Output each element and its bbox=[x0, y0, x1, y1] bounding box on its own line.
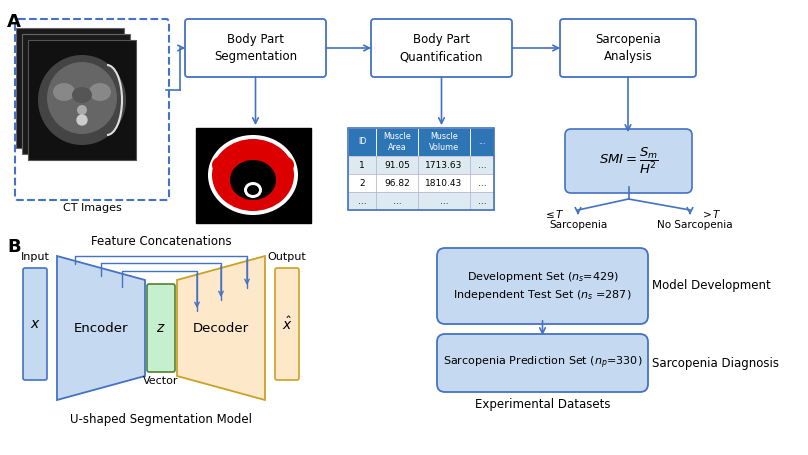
Text: Vector: Vector bbox=[143, 376, 179, 386]
Ellipse shape bbox=[53, 83, 75, 101]
FancyBboxPatch shape bbox=[147, 284, 175, 372]
FancyBboxPatch shape bbox=[185, 19, 326, 77]
Bar bbox=[376, 174, 418, 192]
Bar bbox=[196, 128, 311, 223]
Bar bbox=[418, 156, 470, 174]
Text: Muscle
Volume: Muscle Volume bbox=[429, 132, 459, 152]
Text: A: A bbox=[7, 13, 21, 31]
Text: $z$: $z$ bbox=[156, 321, 166, 335]
Ellipse shape bbox=[72, 87, 92, 103]
Text: $SMI = \dfrac{S_m}{H^2}$: $SMI = \dfrac{S_m}{H^2}$ bbox=[599, 146, 659, 176]
Text: U-shaped Segmentation Model: U-shaped Segmentation Model bbox=[70, 413, 252, 426]
FancyBboxPatch shape bbox=[437, 248, 648, 324]
FancyBboxPatch shape bbox=[560, 19, 696, 77]
Ellipse shape bbox=[230, 160, 276, 200]
Text: Body Part
Segmentation: Body Part Segmentation bbox=[214, 33, 297, 63]
Text: 1810.43: 1810.43 bbox=[425, 178, 463, 187]
FancyBboxPatch shape bbox=[23, 268, 47, 380]
Text: ID: ID bbox=[358, 137, 366, 147]
Text: Development Set ($n_s$=429): Development Set ($n_s$=429) bbox=[467, 270, 618, 284]
Text: 2: 2 bbox=[360, 178, 365, 187]
Bar bbox=[348, 128, 494, 210]
Bar bbox=[470, 156, 494, 174]
Bar bbox=[470, 192, 494, 210]
Text: Decoder: Decoder bbox=[193, 322, 249, 334]
FancyBboxPatch shape bbox=[437, 334, 648, 392]
Ellipse shape bbox=[47, 62, 117, 134]
Ellipse shape bbox=[272, 156, 294, 174]
Text: 91.05: 91.05 bbox=[384, 161, 410, 170]
Text: $x$: $x$ bbox=[30, 317, 40, 331]
Bar bbox=[376, 156, 418, 174]
Text: ...: ... bbox=[358, 197, 366, 206]
Text: Muscle
Area: Muscle Area bbox=[383, 132, 411, 152]
Bar bbox=[22, 34, 130, 154]
Polygon shape bbox=[177, 256, 265, 400]
Text: B: B bbox=[7, 238, 21, 256]
Ellipse shape bbox=[79, 115, 85, 121]
Bar bbox=[348, 156, 376, 174]
Text: Model Development: Model Development bbox=[652, 279, 771, 293]
Text: ...: ... bbox=[440, 197, 448, 206]
Text: Independent Test Set ($n_s$ =287): Independent Test Set ($n_s$ =287) bbox=[453, 288, 632, 302]
Bar bbox=[376, 192, 418, 210]
Ellipse shape bbox=[89, 83, 111, 101]
Bar bbox=[376, 128, 418, 156]
Text: Encoder: Encoder bbox=[74, 322, 128, 334]
Text: ...: ... bbox=[393, 197, 402, 206]
Text: $\hat{x}$: $\hat{x}$ bbox=[282, 315, 292, 333]
Ellipse shape bbox=[212, 156, 234, 174]
Bar bbox=[470, 174, 494, 192]
Circle shape bbox=[77, 115, 87, 125]
Text: ...: ... bbox=[478, 197, 486, 206]
Text: Experimental Datasets: Experimental Datasets bbox=[475, 398, 610, 411]
Text: CT Images: CT Images bbox=[63, 203, 121, 213]
Ellipse shape bbox=[38, 55, 126, 145]
Bar bbox=[418, 174, 470, 192]
Text: Body Part
Quantification: Body Part Quantification bbox=[400, 33, 483, 63]
Text: Sarcopenia
Analysis: Sarcopenia Analysis bbox=[595, 33, 661, 63]
Text: $\leq T$: $\leq T$ bbox=[543, 208, 565, 220]
FancyBboxPatch shape bbox=[565, 129, 692, 193]
Bar bbox=[348, 192, 376, 210]
Ellipse shape bbox=[77, 105, 87, 115]
Ellipse shape bbox=[244, 182, 262, 198]
Text: 1713.63: 1713.63 bbox=[425, 161, 463, 170]
Bar bbox=[16, 28, 124, 148]
Text: Input: Input bbox=[20, 252, 49, 262]
Bar bbox=[418, 192, 470, 210]
Bar bbox=[470, 128, 494, 156]
Ellipse shape bbox=[208, 135, 298, 215]
Text: Sarcopenia Diagnosis: Sarcopenia Diagnosis bbox=[652, 357, 779, 369]
Ellipse shape bbox=[212, 139, 294, 211]
Polygon shape bbox=[57, 256, 145, 400]
Text: $> T$: $> T$ bbox=[700, 208, 722, 220]
Bar bbox=[348, 128, 376, 156]
Text: ...: ... bbox=[478, 161, 486, 170]
Text: No Sarcopenia: No Sarcopenia bbox=[657, 220, 733, 230]
Text: Output: Output bbox=[267, 252, 306, 262]
Bar bbox=[28, 40, 136, 160]
Text: 1: 1 bbox=[359, 161, 365, 170]
FancyBboxPatch shape bbox=[275, 268, 299, 380]
Text: ...: ... bbox=[478, 137, 486, 147]
Bar bbox=[418, 128, 470, 156]
Text: Sarcopenia Prediction Set ($n_p$=330): Sarcopenia Prediction Set ($n_p$=330) bbox=[443, 355, 642, 371]
Text: Sarcopenia: Sarcopenia bbox=[549, 220, 607, 230]
Text: ...: ... bbox=[478, 178, 486, 187]
FancyBboxPatch shape bbox=[15, 19, 169, 200]
Bar bbox=[348, 174, 376, 192]
Text: 96.82: 96.82 bbox=[384, 178, 410, 187]
Text: Feature Concatenations: Feature Concatenations bbox=[90, 235, 231, 248]
Ellipse shape bbox=[247, 185, 259, 195]
FancyBboxPatch shape bbox=[371, 19, 512, 77]
